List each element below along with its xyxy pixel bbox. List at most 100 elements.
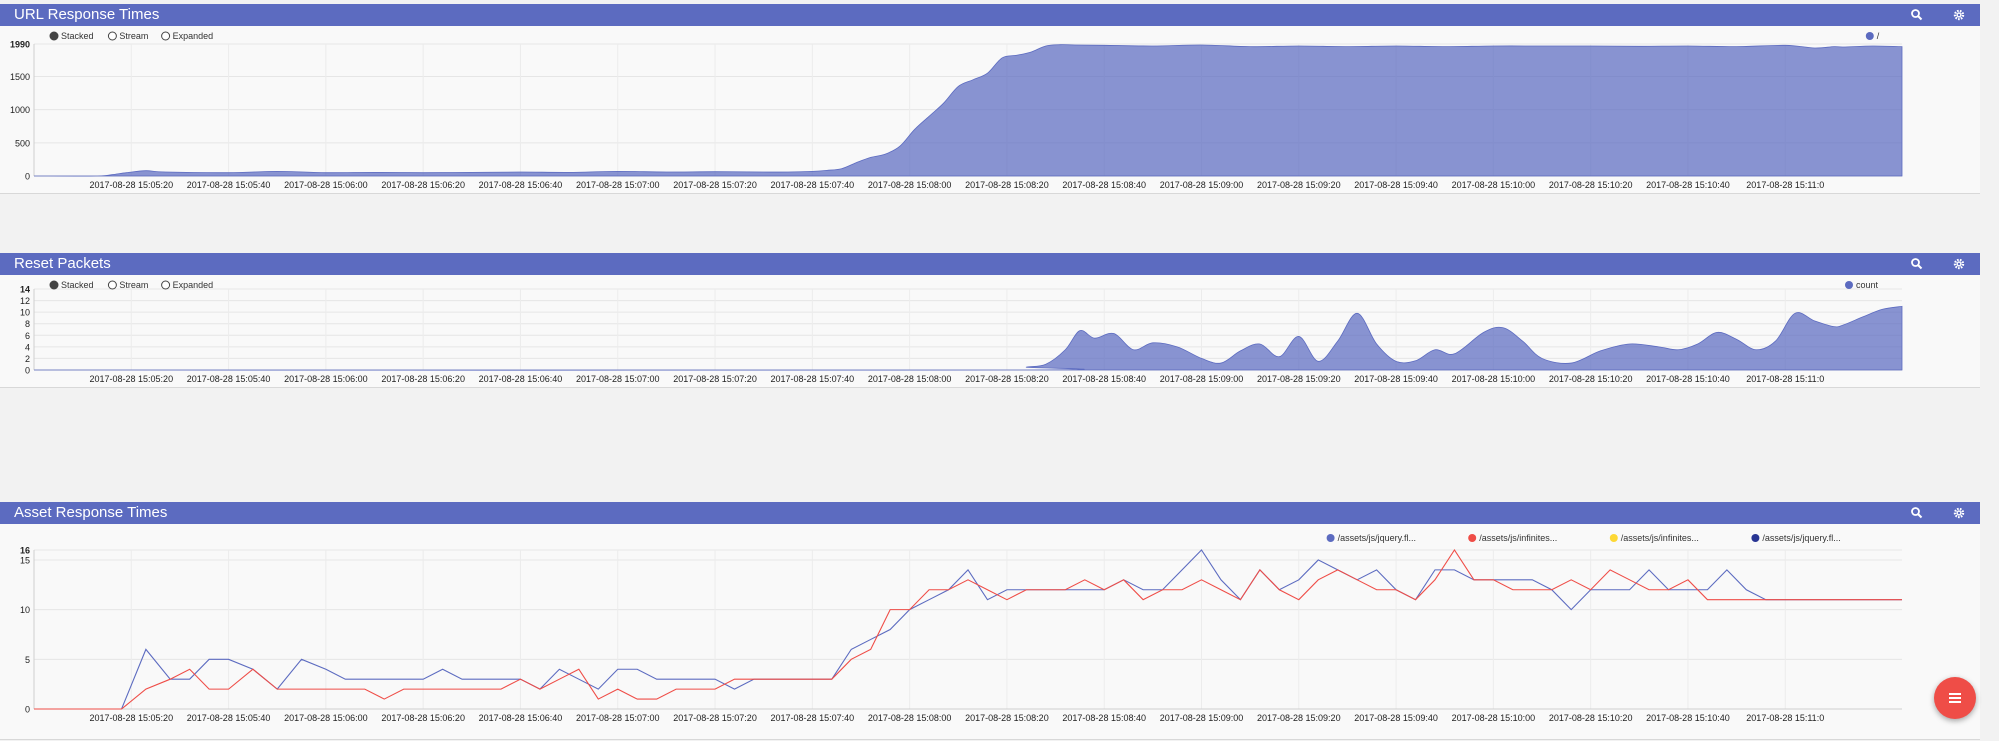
menu-icon xyxy=(1949,693,1961,695)
x-tick-label: 2017-08-28 15:10:00 xyxy=(1452,374,1536,384)
chart-mode-toggle[interactable]: Stream xyxy=(107,280,148,290)
chart-mode-toggle[interactable]: Expanded xyxy=(161,31,214,41)
y-tick-label: 0 xyxy=(25,705,30,715)
y-tick-label: 8 xyxy=(25,319,30,329)
x-tick-label: 2017-08-28 15:10:20 xyxy=(1549,713,1633,723)
x-tick-label: 2017-08-28 15:07:40 xyxy=(771,713,855,723)
chart-mode-label[interactable]: Expanded xyxy=(173,280,214,290)
legend-swatch[interactable] xyxy=(1468,534,1477,542)
panel-header: Reset Packets xyxy=(0,253,1980,275)
legend-label[interactable]: count xyxy=(1856,280,1879,290)
gear-icon xyxy=(1953,258,1965,270)
x-tick-label: 2017-08-28 15:07:00 xyxy=(576,713,660,723)
chart-mode-label[interactable]: Stacked xyxy=(61,280,94,290)
legend-swatch[interactable] xyxy=(1865,32,1874,40)
x-tick-label: 2017-08-28 15:07:20 xyxy=(673,180,757,190)
chart-mode-toggle[interactable]: Stream xyxy=(107,31,148,41)
x-tick-label: 2017-08-28 15:07:40 xyxy=(771,180,855,190)
x-tick-label: 2017-08-28 15:10:40 xyxy=(1646,374,1730,384)
x-tick-label: 2017-08-28 15:07:20 xyxy=(673,374,757,384)
legend-swatch[interactable] xyxy=(1609,534,1618,542)
chart-mode-label[interactable]: Stacked xyxy=(61,31,94,41)
x-tick-label: 2017-08-28 15:05:40 xyxy=(187,374,271,384)
radio-icon[interactable] xyxy=(49,31,59,41)
x-tick-label: 2017-08-28 15:09:20 xyxy=(1257,374,1341,384)
settings-button[interactable] xyxy=(1950,255,1968,273)
y-tick-label: 12 xyxy=(20,296,30,306)
area-series xyxy=(33,44,1903,177)
radio-icon[interactable] xyxy=(161,280,171,290)
x-tick-label: 2017-08-28 15:09:20 xyxy=(1257,180,1341,190)
x-tick-label: 2017-08-28 15:08:40 xyxy=(1062,374,1146,384)
legend-swatch[interactable] xyxy=(1326,534,1335,542)
chart-mode-label[interactable]: Stream xyxy=(119,31,148,41)
x-tick-label: 2017-08-28 15:10:20 xyxy=(1549,180,1633,190)
y-tick-label: 5 xyxy=(25,655,30,665)
y-tick-label: 6 xyxy=(25,331,30,341)
search-button[interactable] xyxy=(1908,255,1926,273)
legend-item[interactable]: /assets/js/infinites... xyxy=(1468,533,1557,543)
settings-button[interactable] xyxy=(1950,6,1968,24)
radio-icon[interactable] xyxy=(49,280,59,290)
chart-mode-label[interactable]: Stream xyxy=(119,280,148,290)
x-tick-label: 2017-08-28 15:05:40 xyxy=(187,713,271,723)
legend-item[interactable]: /assets/js/jquery.fl... xyxy=(1326,533,1416,543)
x-tick-label: 2017-08-28 15:08:00 xyxy=(868,713,952,723)
x-tick-label: 2017-08-28 15:07:00 xyxy=(576,180,660,190)
settings-button[interactable] xyxy=(1950,504,1968,522)
url-response-times-chart: 0 500 1000 1500 1990 2017-08-28 15:05:20 2017-… xyxy=(10,31,1903,190)
x-tick-label: 2017-08-28 15:06:00 xyxy=(284,374,368,384)
x-tick-label: 2017-08-28 15:08:20 xyxy=(965,713,1049,723)
legend-item[interactable]: / xyxy=(1865,31,1880,41)
radio-icon[interactable] xyxy=(107,31,117,41)
chart-mode-toggle[interactable]: Stacked xyxy=(49,280,94,290)
y-tick-label: 4 xyxy=(25,342,30,352)
legend-label[interactable]: /assets/js/jquery.fl... xyxy=(1762,533,1840,543)
search-button[interactable] xyxy=(1908,504,1926,522)
radio-icon[interactable] xyxy=(161,31,171,41)
search-icon xyxy=(1911,9,1923,21)
search-button[interactable] xyxy=(1908,6,1926,24)
x-tick-label: 2017-08-28 15:10:00 xyxy=(1452,180,1536,190)
chart-mode-toggle[interactable]: Expanded xyxy=(161,280,214,290)
x-tick-label: 2017-08-28 15:08:20 xyxy=(965,374,1049,384)
x-tick-label: 2017-08-28 15:06:20 xyxy=(381,180,465,190)
legend-item[interactable]: count xyxy=(1845,280,1879,290)
chart-mode-label[interactable]: Expanded xyxy=(173,31,214,41)
panel-title: Reset Packets xyxy=(14,255,111,272)
legend-label[interactable]: / xyxy=(1877,31,1880,41)
legend-item[interactable]: /assets/js/jquery.fl... xyxy=(1751,533,1841,543)
legend-swatch[interactable] xyxy=(1845,281,1853,289)
x-tick-label: 2017-08-28 15:05:20 xyxy=(90,374,174,384)
line-series xyxy=(34,548,1902,710)
legend-label[interactable]: /assets/js/infinites... xyxy=(1479,533,1557,543)
x-tick-label: 2017-08-28 15:06:40 xyxy=(479,374,563,384)
legend-swatch[interactable] xyxy=(1751,534,1760,542)
gear-icon xyxy=(1953,9,1965,21)
legend-item[interactable]: /assets/js/infinites... xyxy=(1609,533,1699,543)
legend-label[interactable]: /assets/js/infinites... xyxy=(1621,533,1699,543)
x-tick-label: 2017-08-28 15:07:20 xyxy=(673,713,757,723)
asset-response-times-panel: Asset Response Times 0 5 10 15 16 2017-08-28 … xyxy=(0,502,1980,740)
x-tick-label: 2017-08-28 15:09:40 xyxy=(1354,713,1438,723)
y-tick-label: 16 xyxy=(20,546,30,556)
x-tick-label: 2017-08-28 15:06:40 xyxy=(479,180,563,190)
menu-button[interactable] xyxy=(1934,677,1976,719)
x-tick-label: 2017-08-28 15:11:0 xyxy=(1746,713,1824,723)
x-tick-label: 2017-08-28 15:11:0 xyxy=(1746,374,1824,384)
radio-icon[interactable] xyxy=(107,280,117,290)
chart-mode-toggle[interactable]: Stacked xyxy=(49,31,94,41)
x-tick-label: 2017-08-28 15:06:40 xyxy=(479,713,563,723)
x-tick-label: 2017-08-28 15:08:00 xyxy=(868,180,952,190)
y-tick-label: 500 xyxy=(15,138,30,148)
x-tick-label: 2017-08-28 15:06:20 xyxy=(381,374,465,384)
x-tick-label: 2017-08-28 15:08:40 xyxy=(1062,713,1146,723)
x-tick-label: 2017-08-28 15:11:0 xyxy=(1746,180,1824,190)
menu-icon xyxy=(1949,701,1961,703)
x-tick-label: 2017-08-28 15:05:20 xyxy=(90,180,174,190)
x-tick-label: 2017-08-28 15:08:20 xyxy=(965,180,1049,190)
x-tick-label: 2017-08-28 15:06:00 xyxy=(284,713,368,723)
legend-label[interactable]: /assets/js/jquery.fl... xyxy=(1338,533,1416,543)
